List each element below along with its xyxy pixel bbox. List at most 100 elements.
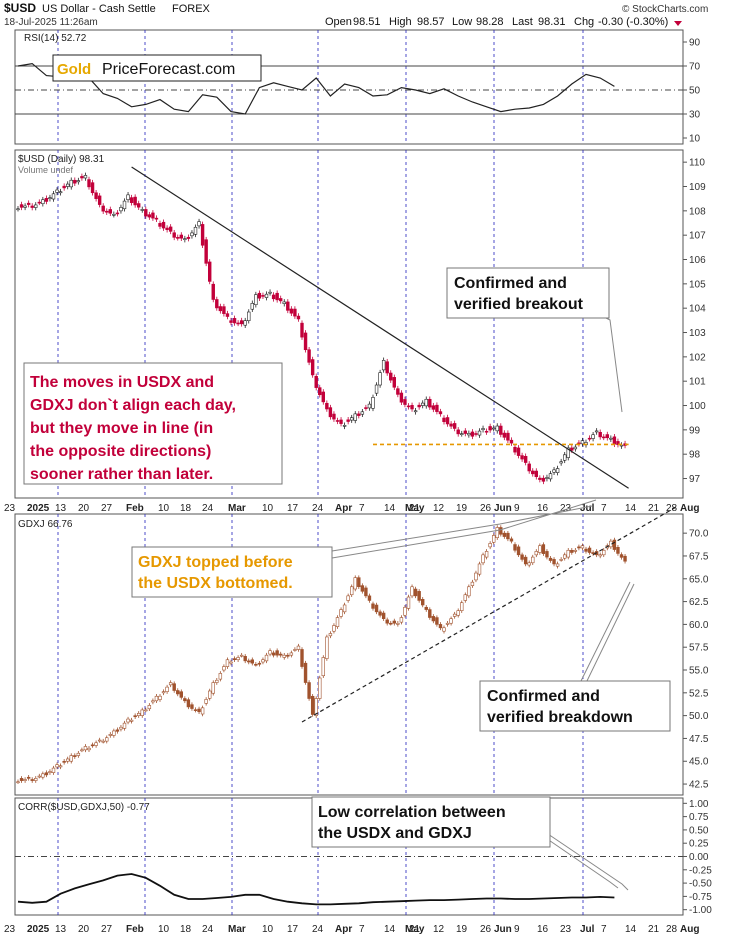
candle-body (580, 440, 585, 445)
candle-body (456, 610, 460, 616)
date-label: 13 (55, 924, 67, 935)
y-tick-label: 97 (689, 474, 701, 485)
candle-body (502, 532, 507, 537)
rsi-line (17, 62, 615, 115)
candle-body (584, 548, 588, 552)
breakout-line-1: Confirmed and (454, 275, 567, 292)
candle-body (335, 617, 340, 627)
candle-body (392, 377, 396, 388)
candle-body (137, 203, 141, 208)
candle-body (488, 543, 492, 548)
candle-body (165, 686, 169, 692)
candle-body (353, 577, 357, 590)
candle-body (410, 405, 414, 410)
y-tick-label: 90 (689, 38, 701, 49)
candle-body (133, 196, 137, 206)
candle-body (197, 708, 201, 713)
y-tick-label: 57.5 (689, 643, 709, 654)
date-label: 14 (384, 503, 396, 514)
candle-body (239, 654, 244, 657)
candle-body (570, 549, 574, 553)
gdxj-candles (16, 525, 627, 784)
candle-body (467, 433, 471, 436)
candle-body (55, 764, 59, 768)
corr-title: CORR($USD,GDXJ,50) -0.77 (18, 802, 150, 813)
gdxj-uptrend-line (301, 505, 679, 723)
candle-body (161, 221, 166, 229)
candle-body (339, 419, 343, 424)
candle-body (367, 403, 372, 409)
date-label: 18 (180, 503, 192, 514)
date-label: 19 (456, 924, 468, 935)
candle-body (424, 398, 428, 407)
candle-body (19, 204, 24, 208)
rsi-panel: 10 30 50 70 90 RSI(14) 52.72 (15, 33, 701, 145)
y-tick-label: 105 (689, 279, 706, 290)
candle-body (275, 292, 279, 301)
candle-body (364, 587, 368, 597)
candle-body (488, 426, 492, 431)
candle-body (481, 428, 485, 430)
candle-body (566, 447, 570, 458)
candle-body (555, 563, 560, 567)
candle-body (495, 425, 499, 432)
candle-body (520, 455, 524, 460)
candle-body (225, 313, 230, 317)
candle-body (41, 773, 45, 778)
y-tick-label: 10 (689, 134, 701, 145)
candle-body (282, 654, 286, 658)
candle-body (275, 650, 279, 656)
y-tick-label: 109 (689, 182, 706, 193)
candle-body (158, 695, 162, 700)
date-label: Jul (580, 924, 595, 935)
candle-body (211, 283, 215, 300)
candle-body (594, 430, 599, 433)
corr-pointer-2 (547, 833, 629, 891)
candle-body (147, 214, 152, 218)
candle-body (254, 663, 258, 666)
candle-body (499, 527, 503, 535)
date-label: 14 (625, 503, 637, 514)
candle-body (484, 551, 489, 558)
candle-body (300, 649, 304, 667)
candle-body (112, 214, 116, 216)
candle-body (431, 405, 436, 410)
candle-body (80, 749, 84, 752)
date-label: 20 (78, 503, 90, 514)
candle-body (403, 399, 407, 405)
rsi-title: RSI(14) 52.72 (24, 33, 87, 44)
candle-body (438, 624, 443, 629)
breakout-pointer (605, 317, 623, 413)
high-value: 98.57 (417, 16, 445, 28)
topped-line-2: the USDX bottomed. (138, 575, 293, 592)
candle-body (232, 318, 237, 324)
y-tick-label: 101 (689, 377, 706, 388)
candle-body (190, 232, 194, 237)
candle-body (16, 781, 20, 784)
candle-body (271, 294, 276, 300)
candle-body (484, 430, 489, 433)
candle-body (531, 556, 535, 564)
candle-body (545, 551, 549, 558)
candle-body (587, 437, 592, 440)
date-label: 12 (433, 924, 445, 935)
y-tick-label: -0.25 (689, 865, 712, 876)
candle-body (250, 659, 254, 664)
candle-body (460, 433, 464, 435)
date-label: 10 (262, 503, 274, 514)
candle-body (271, 652, 276, 656)
candle-body (541, 477, 546, 482)
candle-body (389, 622, 393, 625)
candle-body (204, 239, 208, 264)
usd-y-axis: 97 98 99 100 101 102 103 104 105 106 107 108 109 110 (683, 158, 706, 485)
candle-body (193, 709, 198, 711)
candle-body (360, 411, 365, 415)
candle-body (399, 392, 404, 403)
watermark: © StockCharts.com (622, 4, 708, 15)
y-tick-label: 52.5 (689, 688, 709, 699)
candle-body (172, 232, 176, 238)
candle-body (165, 227, 169, 230)
date-label: 10 (158, 924, 170, 935)
annotation-gdxj-topped: GDXJ topped before the USDX bottomed. (131, 546, 333, 598)
candle-body (374, 384, 379, 394)
